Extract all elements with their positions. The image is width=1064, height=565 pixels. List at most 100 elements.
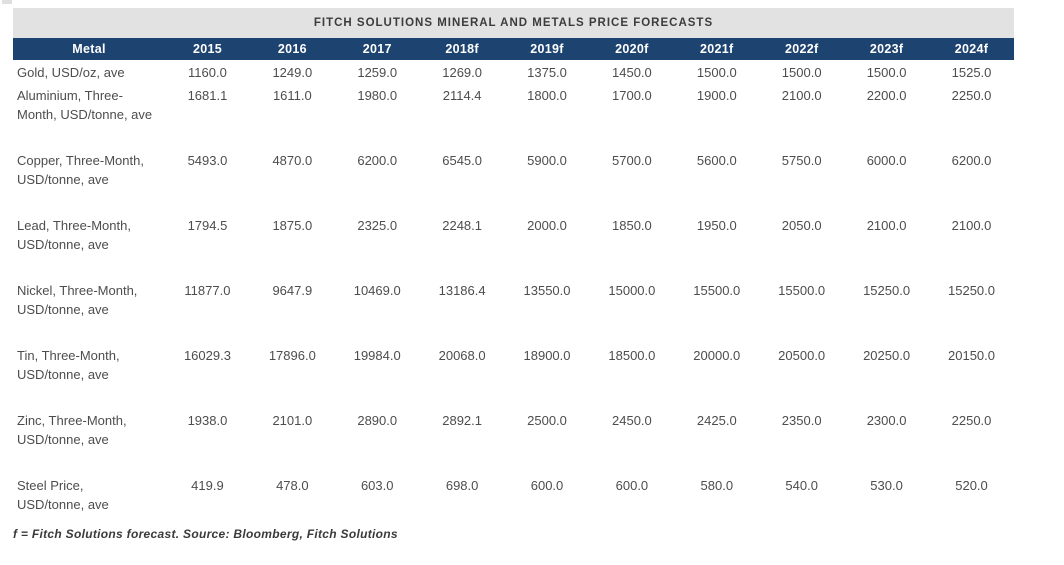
value-cell: 1794.5 bbox=[187, 218, 228, 233]
value-cell: 520.0 bbox=[955, 478, 988, 493]
column-header-year: 2016 bbox=[249, 38, 335, 60]
value-cell: 600.0 bbox=[615, 478, 649, 493]
value-cell: 15250.0 bbox=[863, 283, 911, 298]
value-cell: 19984.0 bbox=[353, 348, 401, 363]
value-cell: 18900.0 bbox=[523, 348, 571, 363]
value-cell: 10469.0 bbox=[353, 283, 401, 298]
value-cell: 20250.0 bbox=[863, 348, 911, 363]
column-header-year: 2017 bbox=[334, 38, 420, 60]
value-cell: 2325.0 bbox=[357, 218, 398, 233]
table-row: Tin, Three-Month, USD/tonne, ave 16029.3 1… bbox=[13, 343, 1014, 408]
value-cell: 13186.4 bbox=[438, 283, 486, 298]
table-row: Nickel, Three-Month, USD/tonne, ave 11877… bbox=[13, 278, 1014, 343]
metal-label: Steel Price, USD/tonne, ave bbox=[17, 478, 109, 512]
value-cell: 16029.3 bbox=[183, 348, 231, 363]
value-cell: 1450.0 bbox=[612, 65, 652, 80]
value-cell: 530.0 bbox=[870, 478, 903, 493]
value-cell: 2300.0 bbox=[866, 413, 907, 428]
column-header-year: 2018f bbox=[419, 38, 505, 60]
value-cell: 20500.0 bbox=[778, 348, 826, 363]
data-table: Metal 2015 2016 2017 2018f 2019f 2020f 2… bbox=[13, 38, 1014, 521]
value-cell: 600.0 bbox=[530, 478, 564, 493]
value-cell: 17896.0 bbox=[268, 348, 316, 363]
column-header-year: 2015 bbox=[165, 38, 250, 60]
table-title: FITCH SOLUTIONS MINERAL AND METALS PRICE… bbox=[13, 8, 1014, 38]
value-cell: 6200.0 bbox=[951, 153, 992, 168]
value-cell: 2250.0 bbox=[951, 413, 992, 428]
value-cell: 18500.0 bbox=[608, 348, 656, 363]
value-cell: 1950.0 bbox=[696, 218, 737, 233]
table-row: Steel Price, USD/tonne, ave 419.9 478.0 603… bbox=[13, 473, 1014, 521]
header-row: Metal 2015 2016 2017 2018f 2019f 2020f 2… bbox=[13, 38, 1014, 60]
value-cell: 2890.0 bbox=[357, 413, 398, 428]
value-cell: 2892.1 bbox=[442, 413, 482, 428]
value-cell: 1160.0 bbox=[188, 65, 227, 80]
value-cell: 2100.0 bbox=[951, 218, 992, 233]
value-cell: 5600.0 bbox=[696, 153, 737, 168]
value-cell: 540.0 bbox=[785, 478, 818, 493]
value-cell: 2101.0 bbox=[272, 413, 313, 428]
value-cell: 1500.0 bbox=[781, 65, 822, 80]
column-header-year: 2020f bbox=[589, 38, 675, 60]
value-cell: 20150.0 bbox=[948, 348, 995, 363]
value-cell: 6545.0 bbox=[442, 153, 482, 168]
column-header-metal: Metal bbox=[13, 38, 165, 60]
value-cell: 2250.0 bbox=[951, 88, 992, 103]
value-cell: 2425.0 bbox=[696, 413, 737, 428]
metal-label: Gold, USD/oz, ave bbox=[17, 65, 125, 80]
value-cell: 1249.0 bbox=[272, 65, 313, 80]
value-cell: 15500.0 bbox=[693, 283, 741, 298]
value-cell: 11877.0 bbox=[184, 283, 231, 298]
metal-label: Aluminium, Three-Month, USD/tonne, ave bbox=[17, 88, 153, 122]
column-header-year: 2024f bbox=[929, 38, 1014, 60]
value-cell: 1375.0 bbox=[527, 65, 567, 80]
value-cell: 1938.0 bbox=[187, 413, 228, 428]
table-row: Gold, USD/oz, ave 1160.0 1249.0 1259.0 1269.… bbox=[13, 60, 1014, 83]
value-cell: 1681.1 bbox=[187, 88, 228, 103]
value-cell: 5700.0 bbox=[612, 153, 652, 168]
value-cell: 1500.0 bbox=[866, 65, 907, 80]
value-cell: 1259.0 bbox=[357, 65, 398, 80]
value-cell: 1611.0 bbox=[272, 88, 312, 103]
metal-label: Copper, Three-Month, USD/tonne, ave bbox=[17, 153, 144, 187]
column-header-year: 2022f bbox=[759, 38, 845, 60]
value-cell: 1875.0 bbox=[272, 218, 313, 233]
value-cell: 13550.0 bbox=[523, 283, 571, 298]
table-footnote: f = Fitch Solutions forecast. Source: Bl… bbox=[13, 527, 398, 541]
value-cell: 1269.0 bbox=[442, 65, 482, 80]
table-row: Zinc, Three-Month, USD/tonne, ave 1938.0 2… bbox=[13, 408, 1014, 473]
value-cell: 6200.0 bbox=[357, 153, 398, 168]
value-cell: 1850.0 bbox=[612, 218, 652, 233]
value-cell: 2100.0 bbox=[781, 88, 822, 103]
value-cell: 20068.0 bbox=[438, 348, 486, 363]
value-cell: 2248.1 bbox=[442, 218, 482, 233]
value-cell: 2114.4 bbox=[442, 88, 482, 103]
value-cell: 15250.0 bbox=[948, 283, 995, 298]
value-cell: 603.0 bbox=[360, 478, 394, 493]
value-cell: 478.0 bbox=[276, 478, 309, 493]
value-cell: 15000.0 bbox=[608, 283, 656, 298]
column-header-year: 2021f bbox=[674, 38, 760, 60]
metal-label: Nickel, Three-Month, USD/tonne, ave bbox=[17, 283, 138, 317]
metal-label: Zinc, Three-Month, USD/tonne, ave bbox=[17, 413, 127, 447]
table-row: Copper, Three-Month, USD/tonne, ave 5493.… bbox=[13, 148, 1014, 213]
value-cell: 1500.0 bbox=[696, 65, 737, 80]
value-cell: 2050.0 bbox=[781, 218, 822, 233]
value-cell: 6000.0 bbox=[866, 153, 907, 168]
table-row: Lead, Three-Month, USD/tonne, ave 1794.5 1… bbox=[13, 213, 1014, 278]
value-cell: 20000.0 bbox=[693, 348, 741, 363]
price-forecast-table: FITCH SOLUTIONS MINERAL AND METALS PRICE… bbox=[13, 8, 1014, 541]
value-cell: 5900.0 bbox=[527, 153, 567, 168]
value-cell: 419.9 bbox=[191, 478, 224, 493]
crop-artifact bbox=[2, 0, 12, 4]
value-cell: 2100.0 bbox=[866, 218, 907, 233]
value-cell: 4870.0 bbox=[272, 153, 313, 168]
value-cell: 580.0 bbox=[700, 478, 734, 493]
value-cell: 2500.0 bbox=[527, 413, 567, 428]
value-cell: 5750.0 bbox=[781, 153, 822, 168]
metal-label: Lead, Three-Month, USD/tonne, ave bbox=[17, 218, 131, 252]
value-cell: 2450.0 bbox=[612, 413, 652, 428]
value-cell: 698.0 bbox=[445, 478, 479, 493]
value-cell: 5493.0 bbox=[187, 153, 228, 168]
